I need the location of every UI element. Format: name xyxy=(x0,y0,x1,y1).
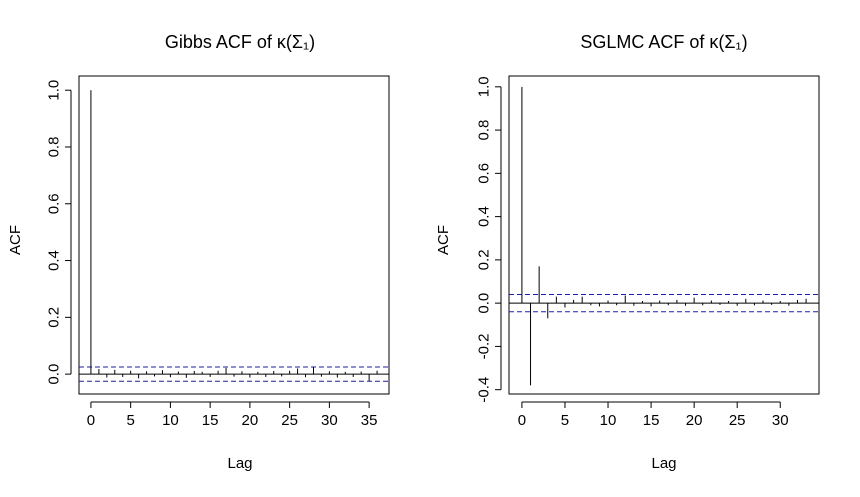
y-tick-label: 0.4 xyxy=(476,206,493,227)
y-tick-label: 0.6 xyxy=(46,193,63,214)
y-tick-label: 0.8 xyxy=(46,137,63,158)
y-tick-label: 1.0 xyxy=(46,80,63,101)
acf-marks xyxy=(79,90,389,382)
x-tick-label: 35 xyxy=(361,412,378,429)
x-tick-label: 25 xyxy=(729,412,746,429)
gibbs-acf-panel: Gibbs ACF of κ(Σ₁) 0 5 10 15 20 25 30 35 0.0 0.2… xyxy=(7,32,390,472)
x-tick-label: 5 xyxy=(561,412,569,429)
x-tick-label: 10 xyxy=(162,412,179,429)
x-tick-label: 15 xyxy=(202,412,219,429)
sglmc-acf-panel: SGLMC ACF of κ(Σ₁) 0 5 10 15 20 25 30 -0.4 -0.2… xyxy=(435,32,820,472)
y-axis-label: ACF xyxy=(7,225,24,255)
y-tick-label: 1.0 xyxy=(476,76,493,97)
x-axis-label: Lag xyxy=(227,455,252,472)
y-tick-label: 0.2 xyxy=(476,249,493,270)
x-tick-label: 0 xyxy=(518,412,526,429)
x-axis: 0 5 10 15 20 25 30 xyxy=(518,401,789,429)
y-tick-label: 0.0 xyxy=(46,364,63,385)
x-tick-label: 30 xyxy=(321,412,338,429)
chart-title: SGLMC ACF of κ(Σ₁) xyxy=(580,32,747,52)
y-axis: 0.0 0.2 0.4 0.6 0.8 1.0 xyxy=(46,80,72,385)
x-tick-label: 20 xyxy=(242,412,259,429)
y-tick-label: 0.2 xyxy=(46,307,63,328)
x-axis: 0 5 10 15 20 25 30 35 xyxy=(87,401,378,429)
y-tick-label: 0.8 xyxy=(476,120,493,141)
x-axis-label: Lag xyxy=(651,455,676,472)
y-tick-label: -0.4 xyxy=(476,377,493,403)
y-tick-label: -0.2 xyxy=(476,333,493,359)
y-axis-label: ACF xyxy=(435,225,452,255)
plot-frame xyxy=(508,75,820,395)
y-tick-label: 0.6 xyxy=(476,163,493,184)
y-axis: -0.4 -0.2 0.0 0.2 0.4 0.6 0.8 1.0 xyxy=(476,76,502,403)
x-tick-label: 20 xyxy=(686,412,703,429)
y-tick-label: 0.0 xyxy=(476,293,493,314)
x-tick-label: 15 xyxy=(643,412,660,429)
y-tick-label: 0.4 xyxy=(46,250,63,271)
x-tick-label: 30 xyxy=(772,412,789,429)
x-tick-label: 10 xyxy=(600,412,617,429)
chart-title: Gibbs ACF of κ(Σ₁) xyxy=(165,32,315,52)
x-tick-label: 0 xyxy=(87,412,95,429)
x-tick-label: 5 xyxy=(126,412,134,429)
x-tick-label: 25 xyxy=(281,412,298,429)
acf-marks xyxy=(509,86,819,386)
plot-frame xyxy=(78,75,390,395)
